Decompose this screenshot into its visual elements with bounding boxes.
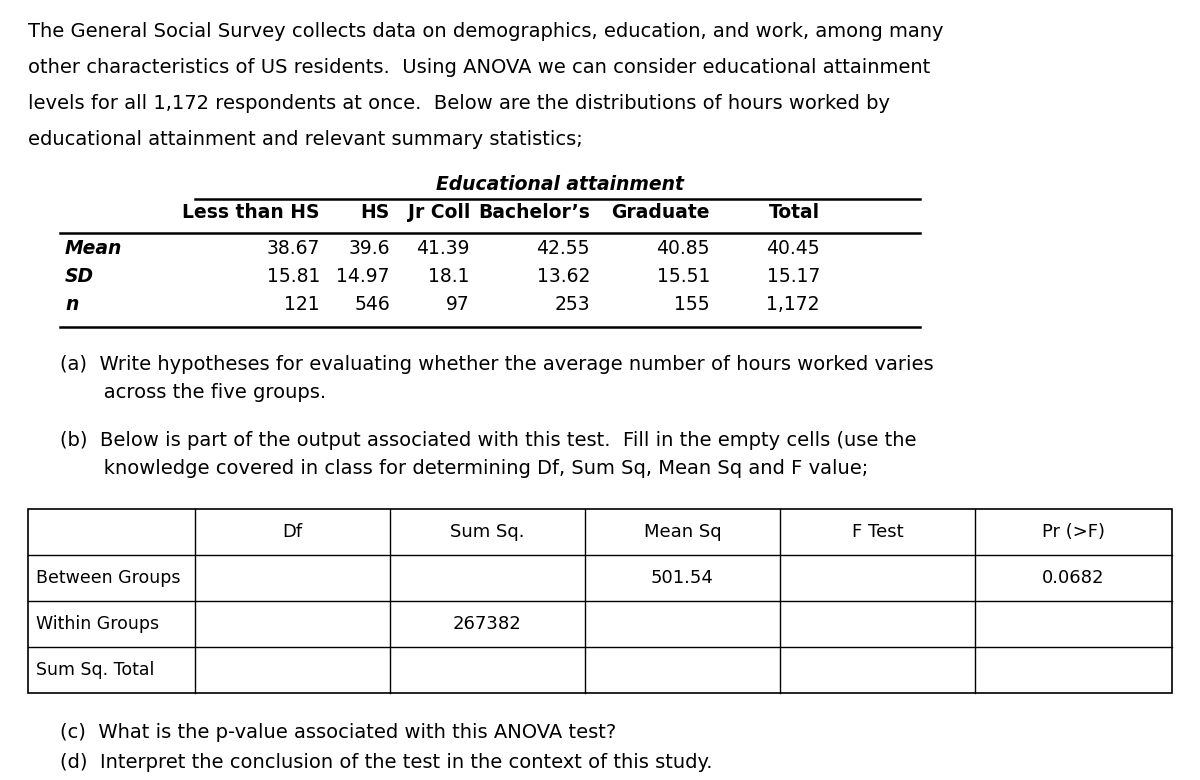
Text: Educational attainment: Educational attainment: [436, 175, 684, 194]
Text: 546: 546: [354, 295, 390, 314]
Text: 15.17: 15.17: [767, 267, 820, 286]
Text: 97: 97: [446, 295, 470, 314]
Text: Total: Total: [769, 203, 820, 222]
Text: 40.85: 40.85: [656, 239, 710, 258]
Text: other characteristics of US residents.  Using ANOVA we can consider educational : other characteristics of US residents. U…: [28, 58, 930, 77]
Text: Jr Coll: Jr Coll: [408, 203, 470, 222]
Text: Pr (>F): Pr (>F): [1042, 523, 1105, 541]
Text: 39.6: 39.6: [348, 239, 390, 258]
Bar: [28, 509, 1172, 693]
Text: Within Groups: Within Groups: [36, 615, 160, 633]
Text: Graduate: Graduate: [612, 203, 710, 222]
Text: 1,172: 1,172: [767, 295, 820, 314]
Text: Df: Df: [282, 523, 302, 541]
Text: educational attainment and relevant summary statistics;: educational attainment and relevant summ…: [28, 130, 583, 149]
Text: (c)  What is the p-value associated with this ANOVA test?: (c) What is the p-value associated with …: [60, 723, 617, 742]
Text: Bachelor’s: Bachelor’s: [478, 203, 590, 222]
Text: 0.0682: 0.0682: [1043, 569, 1105, 587]
Text: n: n: [65, 295, 78, 314]
Text: 15.81: 15.81: [266, 267, 320, 286]
Text: 501.54: 501.54: [652, 569, 714, 587]
Text: (a)  Write hypotheses for evaluating whether the average number of hours worked : (a) Write hypotheses for evaluating whet…: [60, 355, 934, 374]
Text: 40.45: 40.45: [767, 239, 820, 258]
Text: 18.1: 18.1: [428, 267, 470, 286]
Text: knowledge covered in class for determining Df, Sum Sq, Mean Sq and F value;: knowledge covered in class for determini…: [60, 459, 869, 478]
Text: Sum Sq. Total: Sum Sq. Total: [36, 661, 155, 679]
Text: 155: 155: [674, 295, 710, 314]
Text: 253: 253: [554, 295, 590, 314]
Text: Mean Sq: Mean Sq: [643, 523, 721, 541]
Text: (b)  Below is part of the output associated with this test.  Fill in the empty c: (b) Below is part of the output associat…: [60, 431, 917, 450]
Text: 42.55: 42.55: [536, 239, 590, 258]
Text: Sum Sq.: Sum Sq.: [450, 523, 524, 541]
Text: Mean: Mean: [65, 239, 122, 258]
Text: Between Groups: Between Groups: [36, 569, 180, 587]
Text: SD: SD: [65, 267, 94, 286]
Text: 15.51: 15.51: [656, 267, 710, 286]
Text: 13.62: 13.62: [536, 267, 590, 286]
Text: 41.39: 41.39: [416, 239, 470, 258]
Text: (d)  Interpret the conclusion of the test in the context of this study.: (d) Interpret the conclusion of the test…: [60, 753, 713, 772]
Text: HS: HS: [361, 203, 390, 222]
Text: The General Social Survey collects data on demographics, education, and work, am: The General Social Survey collects data …: [28, 22, 943, 41]
Text: 14.97: 14.97: [336, 267, 390, 286]
Text: Less than HS: Less than HS: [182, 203, 320, 222]
Text: 38.67: 38.67: [266, 239, 320, 258]
Text: across the five groups.: across the five groups.: [60, 383, 326, 402]
Text: 121: 121: [284, 295, 320, 314]
Text: F Test: F Test: [852, 523, 904, 541]
Text: levels for all 1,172 respondents at once.  Below are the distributions of hours : levels for all 1,172 respondents at once…: [28, 94, 890, 113]
Text: 267382: 267382: [454, 615, 522, 633]
